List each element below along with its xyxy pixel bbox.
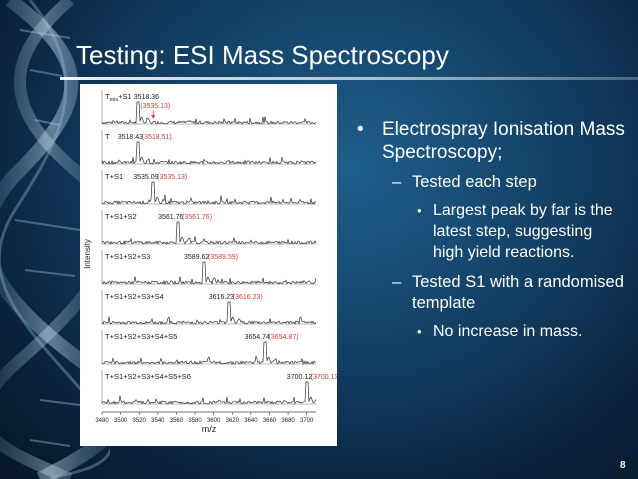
peak-predicted-label: (3535.13) [140,103,170,110]
mass-spectra-chart: Tmis+S1 3518.36 (3535.13) T 3518.43(3518.51)… [83,90,337,434]
spectrum-trace-1 [101,101,317,126]
peak-predicted-label: (3561.76) [182,214,212,221]
x-tick-label: 3560 [170,418,184,424]
bullet-largest-peak: Largest peak by far is the latest step, … [417,200,625,263]
peak-predicted-label: (3654.87) [269,334,299,341]
spectrum-trace-3 [101,181,317,205]
slide-title: Testing: ESI Mass Spectroscopy [76,40,449,70]
peak-observed-label: 3561.76 [158,214,183,221]
peak-predicted-label: (3518.51) [142,134,172,141]
bullet-tested-s1-random: Tested S1 with a randomised template [392,272,625,314]
panel-label: T+S1 [105,172,123,181]
x-tick-label: 3640 [244,418,258,424]
x-tick-label: 3540 [151,418,165,424]
spectrum-trace-6 [101,301,317,325]
panel-label: Tmis+S1 [105,92,132,103]
x-tick-label: 3620 [226,418,240,424]
peak-observed-label: 3700.12 [287,374,312,381]
bullet-esi: Electrospray Ionisation Mass Spectroscop… [355,118,625,164]
bullet-list: Electrospray Ionisation Mass Spectroscop… [355,118,625,351]
panel-label: T+S1+S2+S3+S4+S5 [105,332,177,341]
mass-spectra-figure: Tmis+S1 3518.36 (3535.13) T 3518.43 (3518.51)… [80,84,337,446]
x-tick-label: 3520 [133,418,147,424]
x-axis-label: m/z [202,424,217,434]
peak-observed-label: 3654.74 [245,334,270,341]
spectrum-trace-7 [101,341,317,366]
x-tick-label: 3680 [281,418,295,424]
x-tick-label: 3700 [300,418,314,424]
panel-label: T [105,132,110,141]
bullet-tested-each-step: Tested each step [392,172,625,193]
peak-predicted-label: (3535.13) [157,174,187,181]
peak-observed-label: 3616.23 [209,294,234,301]
peak-predicted-label: (3616.23) [233,294,263,301]
spectrum-trace-5 [101,261,317,286]
title-underline [60,77,638,80]
x-tick-label: 3480 [95,418,109,424]
x-tick-label: 3580 [188,418,202,424]
peak-observed-label: 3535.09 [133,174,158,181]
panel-label: T+S1+S2 [105,212,137,221]
peak-predicted-label: (3700.13) [311,374,337,381]
x-tick-label: 3600 [207,418,221,424]
peak-observed-label: 3589.62 [184,254,209,261]
spectrum-trace-4 [101,221,317,245]
bullet-no-increase: No increase in mass. [417,321,625,342]
peak-observed-label: 3518.36 [134,94,159,101]
spectrum-trace-8 [101,381,317,405]
spectrum-trace-2 [101,141,317,165]
predicted-arrow-head [151,115,156,119]
slide-number: 8 [620,460,626,471]
y-axis-label: Intensity [83,239,92,269]
peak-observed-label: 3518.43 [118,134,143,141]
panel-label: T+S1+S2+S3 [105,252,150,261]
panel-label: T+S1+S2+S3+S4 [105,292,164,301]
x-tick-label: 3660 [263,418,277,424]
x-tick-label: 3500 [114,418,128,424]
panel-label: T+S1+S2+S3+S4+S5+S6 [105,372,191,381]
peak-predicted-label: (3589.59) [208,254,238,261]
